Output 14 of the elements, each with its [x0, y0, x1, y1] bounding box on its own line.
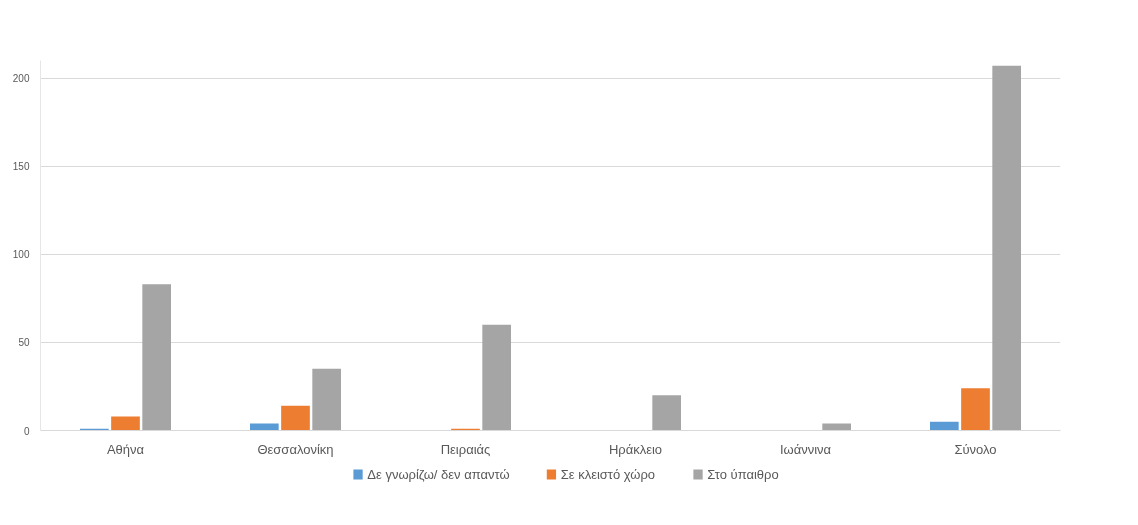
x-tick-label: Πειραιάς [440, 441, 491, 457]
legend-label: Δε γνωρίζω/ δεν απαντώ [367, 467, 510, 482]
y-tick-label: 0 [23, 425, 30, 437]
y-tick-label: 100 [12, 249, 30, 261]
legend-label: Σε κλειστό χώρο [560, 467, 656, 482]
x-tick-label: Σύνολο [954, 441, 997, 457]
x-tick-label: Ηράκλειο [608, 441, 663, 457]
y-tick-label: 150 [12, 161, 30, 173]
x-tick-label: Αθήνα [106, 441, 145, 457]
y-tick-label: 200 [12, 73, 30, 85]
x-tick-label: Θεσσαλονίκη [257, 441, 334, 457]
y-tick-label: 50 [18, 337, 30, 349]
legend-label: Στο ύπαιθρο [707, 467, 779, 482]
x-tick-label: Ιωάννινα [779, 441, 832, 457]
